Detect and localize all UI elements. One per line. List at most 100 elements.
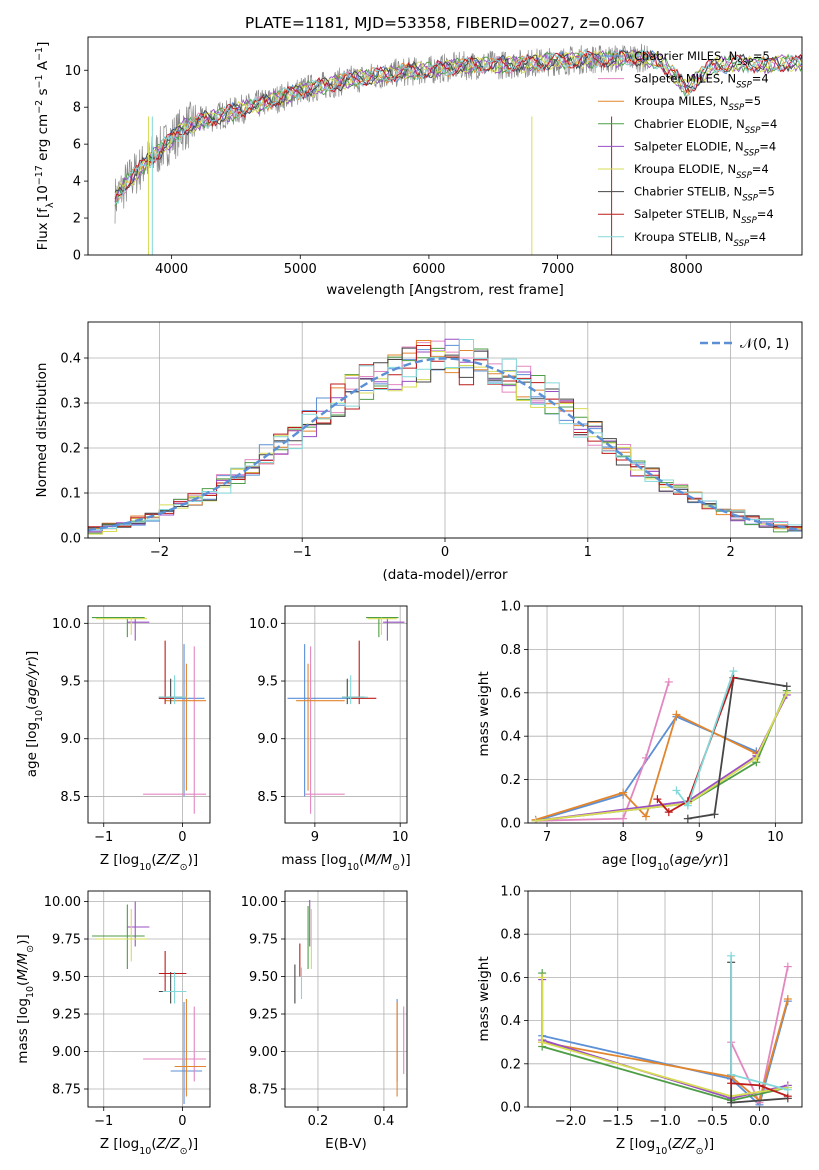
y-tick-label: 1.0 (500, 885, 521, 900)
y-tick-label: 0.8 (500, 643, 521, 658)
mass-Z-y-label: mass [log10(M/M⊙)] (15, 934, 36, 1063)
legend-normal-label: 𝒩(0, 1) (740, 336, 789, 352)
y-tick-label: 9.5 (60, 675, 81, 690)
y-tick-label: 0.2 (500, 773, 521, 788)
age_vs_mass-axes: 9 10 8.5 9.0 9.5 10.0 (249, 606, 408, 845)
x-tick-label: 0 (441, 545, 449, 560)
weight-Z-x-label: Z [log10(Z/Z⊙)] (616, 1136, 714, 1157)
y-tick-label: 10 (64, 64, 81, 79)
mass_vs_Z-frame (87, 890, 211, 1108)
legend-entry: Kroupa STELIB, NSSP=4 (634, 230, 766, 249)
mass_vs_Z-plot-area (91, 901, 207, 1104)
y-tick-label: 9.00 (249, 1045, 278, 1060)
massweight_vs_age-frame (527, 605, 803, 824)
mass-weight-line (535, 692, 788, 822)
x-tick-label: 6000 (412, 262, 445, 277)
residual-x-label: (data-model)/error (382, 567, 508, 583)
mass-weight-line (535, 713, 757, 821)
figure-title: PLATE=1181, MJD=53358, FIBERID=0027, z=0… (245, 14, 645, 32)
spectrum-axes: 4000 5000 6000 7000 8000 0 2 4 6 8 10 (64, 64, 702, 277)
legend-entry: Salpeter ELODIE, NSSP=4 (634, 139, 776, 158)
y-tick-label: 8.75 (249, 1083, 278, 1098)
y-tick-label: 0.6 (500, 971, 521, 986)
model-spectrum (114, 49, 802, 207)
x-tick-label: −1 (293, 545, 312, 560)
x-tick-label: −0.5 (696, 1114, 728, 1129)
y-tick-label: 9.0 (60, 732, 81, 747)
weight-Z-y-label: mass weight (476, 956, 492, 1041)
spectrum-frame (87, 36, 803, 256)
x-tick-label: 0.4 (374, 1114, 395, 1129)
y-tick-label: 0 (73, 249, 81, 264)
x-tick-label: 0 (178, 1114, 186, 1129)
legend-entry: Chabrier MILES, NSSP=5 (634, 49, 770, 68)
y-tick-label: 0.2 (60, 442, 81, 457)
x-tick-label: −1 (94, 830, 113, 845)
mass-weight-line (535, 715, 757, 822)
y-tick-label: 4 (73, 175, 81, 190)
legend-entry: Kroupa MILES, NSSP=5 (634, 94, 761, 113)
y-tick-label: 9.75 (249, 933, 278, 948)
age_vs_Z-frame (87, 605, 211, 824)
x-tick-label: 9 (695, 830, 703, 845)
x-tick-label: 7000 (541, 262, 574, 277)
x-tick-label: 0.2 (308, 1114, 329, 1129)
age-mass-x-label: mass [log10(M/M⊙)] (281, 852, 410, 873)
mass_vs_EBV-plot-area (294, 900, 405, 1097)
y-tick-label: 10.00 (241, 895, 278, 910)
mass_vs_EBV-axes: 0.2 0.4 8.75 9.00 9.25 9.50 9.75 10.00 (241, 891, 407, 1129)
model-spectrum (114, 50, 802, 197)
y-tick-label: 0.0 (500, 817, 521, 832)
mass-weight-line (656, 677, 735, 814)
x-tick-label: −2 (150, 545, 169, 560)
spectrum-x-label: wavelength [Angstrom, rest frame] (326, 282, 564, 298)
mass-weight-line (535, 694, 788, 822)
model-spectrum (114, 50, 802, 200)
y-tick-label: 9.25 (52, 1008, 81, 1023)
age-Z-x-label: Z [log10(Z/Z⊙)] (100, 852, 198, 873)
y-tick-label: 9.25 (249, 1008, 278, 1023)
x-tick-label: 1 (584, 545, 592, 560)
y-tick-label: 0.4 (500, 730, 521, 745)
y-tick-label: 9.00 (52, 1045, 81, 1060)
x-tick-label: 8000 (670, 262, 703, 277)
y-tick-label: 1.0 (500, 600, 521, 615)
spectrum-plot-area (114, 43, 802, 255)
y-tick-label: 8.75 (52, 1083, 81, 1098)
mass-ebv-x-label: E(B-V) (325, 1136, 367, 1152)
residual_hist-frame (87, 321, 803, 539)
massweight_vs_Z-plot-area (538, 951, 792, 1107)
x-tick-label: 2 (726, 545, 734, 560)
legend-entry: Salpeter STELIB, NSSP=4 (634, 207, 774, 226)
y-tick-label: 0.4 (500, 1014, 521, 1029)
spectrum-y-label: Flux [fλ10−17 erg cm−2 s−1 A−1] (34, 42, 56, 251)
y-tick-label: 9.50 (52, 970, 81, 985)
age_vs_Z-plot-area (91, 616, 207, 814)
y-tick-label: 0.6 (500, 686, 521, 701)
y-tick-label: 0.4 (60, 352, 81, 367)
y-tick-label: 0.0 (500, 1101, 521, 1116)
model-spectrum (114, 49, 802, 193)
y-tick-label: 10.00 (44, 895, 81, 910)
y-tick-label: 10.0 (249, 617, 278, 632)
x-tick-label: 0.0 (749, 1114, 770, 1129)
x-tick-label: 0 (178, 830, 186, 845)
mass_vs_Z-axes: −1 0 8.75 9.00 9.25 9.50 9.75 10.00 (44, 891, 210, 1129)
legend-entry: Chabrier ELODIE, NSSP=4 (634, 117, 777, 136)
residual_hist-plot-area (88, 338, 802, 538)
x-tick-label: 7 (543, 830, 551, 845)
mass-weight-line (730, 1074, 789, 1098)
y-tick-label: 8.5 (60, 790, 81, 805)
y-tick-label: 0.8 (500, 928, 521, 943)
x-tick-label: 5000 (284, 262, 317, 277)
weight-age-y-label: mass weight (476, 671, 492, 756)
age_vs_Z-axes: −1 0 8.5 9.0 9.5 10.0 (52, 606, 210, 845)
mass-weight-line (542, 998, 789, 1103)
massweight_vs_age-plot-area (531, 667, 791, 823)
y-tick-label: 0.1 (60, 487, 81, 502)
massweight_vs_Z-frame (527, 890, 803, 1108)
x-tick-label: 10 (767, 830, 784, 845)
y-tick-label: 0.0 (60, 532, 81, 547)
